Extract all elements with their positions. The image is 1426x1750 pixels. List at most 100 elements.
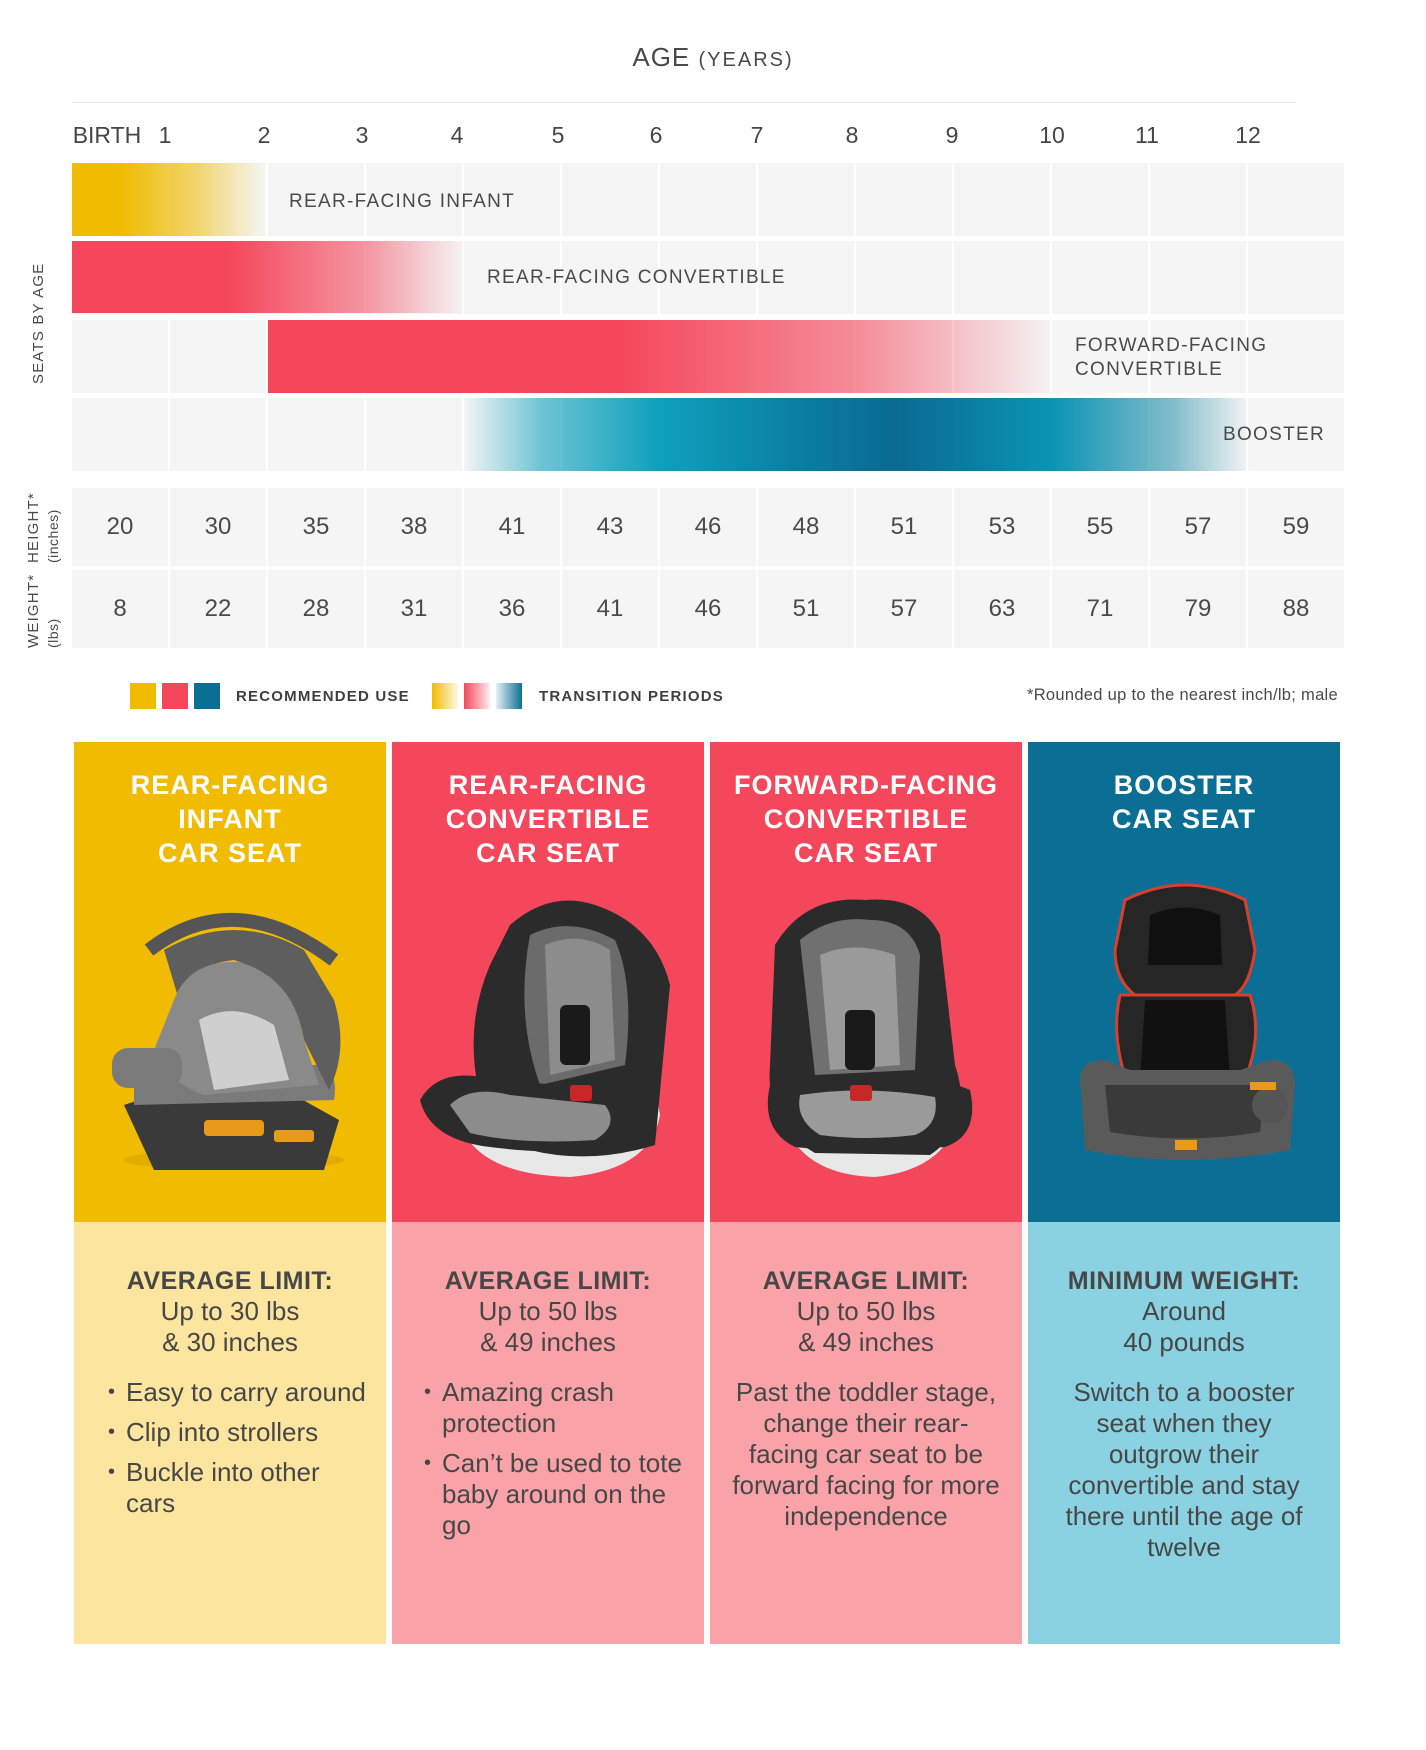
card-rear-convertible-bullets: Amazing crash protection Can’t be used t… [424,1377,686,1550]
weight-value: 57 [890,595,918,622]
height-value: 51 [890,513,918,540]
header-divider [72,102,1296,103]
measure-cell [1150,570,1246,648]
card-forward-convertible-sub-2: & 49 inches [798,1327,934,1357]
card-booster-title: BOOSTER CAR SEAT [1028,768,1340,836]
measure-cell [758,570,854,648]
measure-cell [1248,570,1344,648]
card-title-line: INFANT [178,804,282,834]
height-value: 38 [400,513,428,540]
measurements-layer: 20 30 35 38 41 43 46 48 51 53 55 57 59 8 22 28 31 36 41 46 5… [0,0,1426,700]
height-value: 41 [498,513,526,540]
grid-cell [1150,163,1246,236]
measure-cell [366,570,462,648]
age-tick: 9 [945,122,959,148]
card-title-line: FORWARD-FACING [734,770,998,800]
measure-cell [72,488,168,566]
card-title-line: REAR-FACING [130,770,330,800]
chart-title: AGE (YEARS) [0,42,1426,73]
grid-cell [366,398,462,471]
grid-cell [1248,398,1344,471]
bar-label-forward-convertible: FORWARD-FACING CONVERTIBLE [1075,334,1267,382]
card-infant-head: AVERAGE LIMIT: [126,1267,334,1295]
grid-cell [1052,320,1148,393]
card-title-line: CAR SEAT [157,838,302,868]
grid-cell [464,241,560,314]
card-forward-convertible-title: FORWARD-FACING CONVERTIBLE CAR SEAT [710,768,1022,870]
age-tick: 8 [845,122,859,148]
measure-cell [660,570,756,648]
age-tick: BIRTH [72,122,142,148]
card-infant-title: REAR-FACING INFANT CAR SEAT [74,768,386,870]
grid-cell [1248,241,1344,314]
grid-cell [856,241,952,314]
card-title-line: CAR SEAT [1111,804,1256,834]
grid-cell [660,163,756,236]
measure-cell [758,488,854,566]
grid-cell [562,241,658,314]
bar-label-forward-line1: FORWARD-FACING [1075,335,1268,356]
grid-cell [72,398,168,471]
card-title-line: CONVERTIBLE [445,804,651,834]
bar-label-rear-convertible: REAR-FACING CONVERTIBLE [487,267,786,288]
weight-value: 28 [302,595,330,622]
bullet-item: Easy to carry around [108,1377,370,1408]
bar-label-booster: BOOSTER [1223,424,1326,445]
booster-car-seat-image [1080,883,1295,1160]
weight-value: 88 [1282,595,1310,622]
card-booster-bottom [1028,1222,1340,1644]
measure-cell [954,570,1050,648]
age-tick: 5 [551,122,565,148]
legend-swatch-blue [194,683,220,709]
measure-cell [562,488,658,566]
chart-title-unit: (YEARS) [698,49,794,71]
measure-cell [1052,570,1148,648]
measure-cell [72,570,168,648]
height-value: 57 [1184,513,1212,540]
measure-cell [1150,488,1246,566]
bar-label-forward-line2: CONVERTIBLE [1075,359,1224,380]
grid-cell [464,163,560,236]
legend-transition-label: TRANSITION PERIODS [539,688,724,705]
age-tick: 6 [649,122,663,148]
infant-car-seat-image [112,912,344,1170]
weight-value: 79 [1184,595,1212,622]
card-title-line: CAR SEAT [475,838,620,868]
grid-cell [170,398,266,471]
card-forward-convertible-head: AVERAGE LIMIT: [762,1267,970,1295]
grid-cell [660,241,756,314]
height-value: 20 [106,513,134,540]
height-value: 30 [204,513,232,540]
card-forward-convertible-sub-1: Up to 50 lbs [796,1296,936,1326]
grid-cell [72,320,168,393]
measure-cell [562,570,658,648]
measure-cell [660,488,756,566]
grid-cell [954,163,1050,236]
card-infant-sub-2: & 30 inches [162,1327,298,1357]
measure-cell [856,570,952,648]
grid-cell [268,163,364,236]
bullet-item: Can’t be used to tote baby around on the… [424,1448,686,1541]
legend-swatch-red [162,683,188,709]
grid-cell [1248,163,1344,236]
measure-cell [464,488,560,566]
height-value: 55 [1086,513,1114,540]
age-tick: 4 [450,122,464,148]
measure-cell [856,488,952,566]
weight-value: 36 [498,595,526,622]
card-title-line: REAR-FACING [448,770,648,800]
grid-cell [1052,241,1148,314]
bar-rear-facing-infant [72,163,265,236]
measure-cell [1052,488,1148,566]
card-booster-sub-2: 40 pounds [1123,1327,1245,1357]
bullet-item: Amazing crash protection [424,1377,686,1439]
card-rear-convertible-sub-1: Up to 50 lbs [478,1296,618,1326]
height-value: 59 [1282,513,1310,540]
rear-facing-convertible-seat-image [420,900,670,1177]
grid-cell [954,241,1050,314]
height-value: 35 [302,513,330,540]
grid-cell [366,163,462,236]
age-tick: 1 [158,122,172,148]
measure-cell [268,570,364,648]
weight-value: 31 [400,595,428,622]
